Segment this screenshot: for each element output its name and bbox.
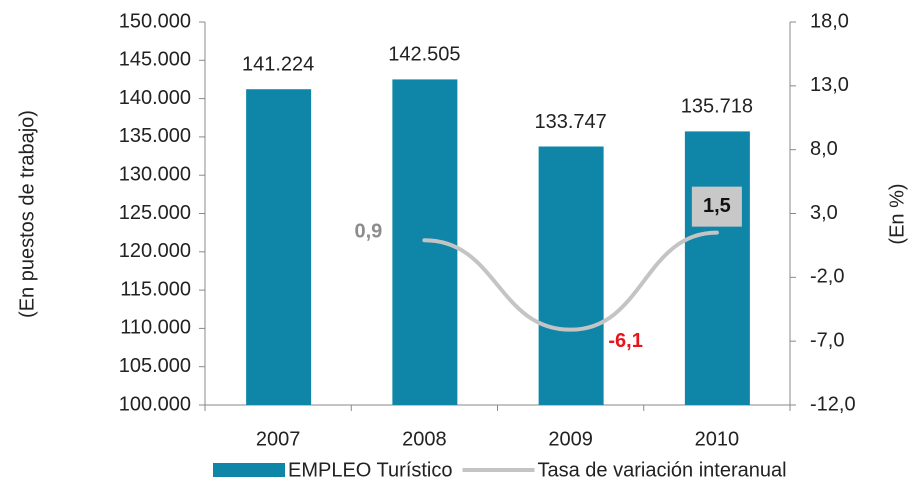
bar-value-label: 133.747 bbox=[534, 111, 606, 133]
legend-swatch bbox=[213, 463, 285, 477]
bar bbox=[538, 146, 604, 405]
y-tick-label: 135.000 bbox=[119, 125, 191, 147]
y2-tick-label: 3,0 bbox=[810, 202, 838, 224]
bar-value-label: 135.718 bbox=[681, 96, 753, 118]
y-tick-label: 150.000 bbox=[119, 10, 191, 32]
y-tick-label: 120.000 bbox=[119, 240, 191, 262]
y2-tick-label: 8,0 bbox=[810, 138, 838, 160]
x-tick-label: 2007 bbox=[256, 428, 301, 450]
y-tick-label: 140.000 bbox=[119, 87, 191, 109]
y-tick-label: 145.000 bbox=[119, 49, 191, 71]
line-value-label: -6,1 bbox=[608, 330, 642, 352]
bar bbox=[246, 89, 312, 406]
y2-tick-label: 18,0 bbox=[810, 10, 849, 32]
bar-value-label: 142.505 bbox=[388, 44, 460, 66]
x-tick-label: 2009 bbox=[548, 428, 593, 450]
y-axis-label: (En puestos de trabajo) bbox=[16, 110, 38, 318]
y2-tick-label: 13,0 bbox=[810, 74, 849, 96]
line bbox=[422, 230, 719, 332]
y-tick-label: 130.000 bbox=[119, 163, 191, 185]
y-tick-label: 110.000 bbox=[120, 317, 191, 339]
legend-label: EMPLEO Turístico bbox=[288, 459, 453, 481]
y2-axis-label: (En %) bbox=[886, 183, 908, 244]
y2-tick-label: -12,0 bbox=[810, 393, 856, 415]
line-value-label: 0,9 bbox=[354, 221, 382, 243]
line-value-label: 1,5 bbox=[703, 195, 731, 217]
y-tick-label: 115.000 bbox=[120, 278, 191, 300]
y2-tick-label: -7,0 bbox=[810, 329, 844, 351]
value-label-box bbox=[691, 186, 742, 227]
x-tick-label: 2008 bbox=[402, 428, 447, 450]
y2-tick-label: -2,0 bbox=[810, 266, 844, 288]
legend-label: Tasa de variación interanual bbox=[538, 459, 787, 481]
x-tick-label: 2010 bbox=[695, 428, 740, 450]
y-tick-label: 105.000 bbox=[119, 355, 191, 377]
bar bbox=[684, 131, 750, 405]
y-tick-label: 100.000 bbox=[119, 393, 191, 415]
bar-value-label: 141.224 bbox=[242, 54, 314, 76]
y-tick-label: 125.000 bbox=[119, 202, 191, 224]
